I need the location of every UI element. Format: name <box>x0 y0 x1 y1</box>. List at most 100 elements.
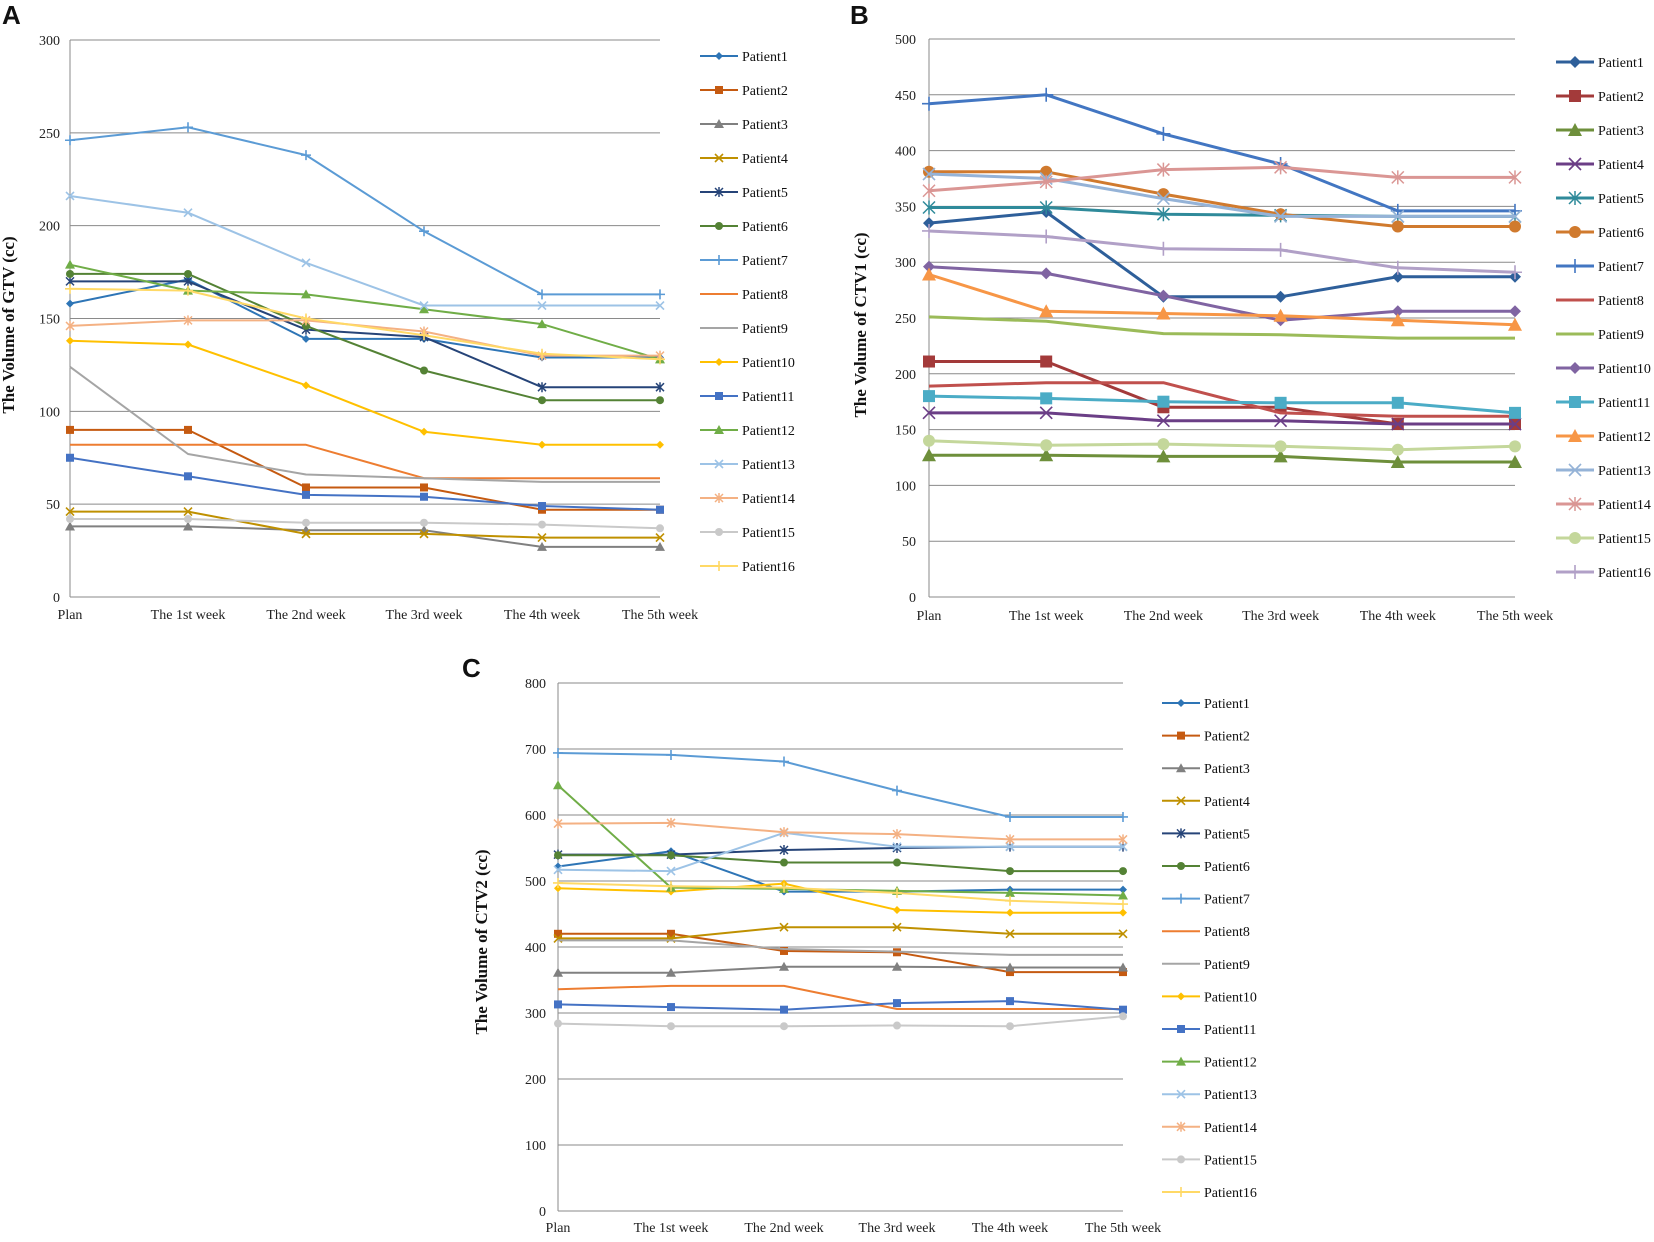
data-point <box>1039 406 1053 420</box>
legend-label: Patient11 <box>742 390 794 405</box>
y-tick-label: 100 <box>895 479 916 494</box>
data-point <box>655 300 665 311</box>
legend-item: Patient16 <box>700 560 795 575</box>
series-line <box>928 265 1515 322</box>
legend-label: Patient15 <box>742 526 795 541</box>
data-point <box>923 165 935 178</box>
data-point <box>537 382 547 393</box>
legend-label: Patient16 <box>1598 566 1651 581</box>
data-point <box>1509 305 1521 318</box>
series-line <box>69 287 661 361</box>
x-tick-label: The 5th week <box>622 608 698 623</box>
data-point <box>554 851 562 860</box>
series-patient2 <box>554 929 1127 977</box>
series-patient13 <box>553 828 1128 876</box>
legend-label: Patient1 <box>1598 56 1644 71</box>
data-point <box>1274 440 1287 453</box>
x-tick-label: The 5th week <box>1477 609 1553 624</box>
series-line <box>70 280 660 389</box>
legend-label: Patient4 <box>742 152 788 167</box>
data-point <box>1274 396 1287 409</box>
legend-marker <box>714 153 724 163</box>
legend-item: Patient1 <box>1556 56 1644 71</box>
panel-letter-b: B <box>850 0 869 30</box>
legend-label: Patient8 <box>1204 925 1250 940</box>
y-tick-label: 50 <box>46 498 60 513</box>
data-point <box>1006 968 1014 977</box>
data-point <box>923 390 935 403</box>
data-point <box>666 817 676 828</box>
data-point <box>184 472 192 481</box>
x-tick-label: The 2nd week <box>744 1221 823 1236</box>
legend-item: Patient3 <box>1162 762 1250 777</box>
y-tick-label: 150 <box>895 424 916 439</box>
data-point <box>184 269 192 278</box>
data-point <box>1039 87 1054 102</box>
series-patient13 <box>65 191 665 311</box>
legend-marker <box>1176 1089 1186 1099</box>
data-point <box>922 267 936 281</box>
legend-item: Patient6 <box>1162 860 1250 875</box>
data-point <box>1039 229 1054 244</box>
data-point <box>553 747 563 758</box>
data-point <box>1509 406 1521 419</box>
data-point <box>779 961 789 971</box>
data-point <box>1005 811 1015 822</box>
data-point <box>1390 313 1405 327</box>
legend-item: Patient5 <box>700 186 788 201</box>
data-point <box>922 183 936 198</box>
legend-label: Patient16 <box>742 560 795 575</box>
series-line <box>70 428 660 511</box>
x-tick-label: The 2nd week <box>266 608 345 623</box>
data-point <box>537 348 547 359</box>
series-line <box>558 939 1123 956</box>
y-tick-label: 300 <box>895 256 916 271</box>
legend-label: Patient9 <box>1204 958 1250 973</box>
data-point <box>1391 417 1405 431</box>
data-point <box>780 858 788 867</box>
legend-marker <box>714 187 724 197</box>
data-point <box>1040 392 1053 405</box>
data-point <box>655 289 665 300</box>
series-line <box>558 965 1123 974</box>
legend-label: Patient7 <box>1204 893 1250 908</box>
series-line <box>70 510 660 539</box>
data-point <box>420 483 428 492</box>
data-point <box>1273 242 1288 257</box>
series-line <box>69 456 661 511</box>
data-point <box>537 300 547 311</box>
data-point <box>183 122 193 133</box>
series-patient15 <box>554 1012 1127 1031</box>
data-point <box>65 320 75 331</box>
x-tick-label: Plan <box>546 1221 571 1236</box>
y-tick-label: 400 <box>525 941 546 956</box>
data-point <box>666 881 676 892</box>
legend-marker <box>1176 828 1186 839</box>
panel-letter-c: C <box>462 653 481 683</box>
data-point <box>1119 1012 1127 1021</box>
legend-item: Patient3 <box>700 118 788 133</box>
legend-label: Patient10 <box>1204 990 1257 1005</box>
data-point <box>1508 265 1522 280</box>
legend-label: Patient13 <box>742 458 795 473</box>
series-line <box>929 170 1515 228</box>
data-point <box>1390 260 1405 275</box>
legend-marker <box>714 459 724 469</box>
legend-marker <box>1177 1025 1185 1033</box>
x-tick-label: The 5th week <box>1085 1221 1161 1236</box>
y-tick-label: 300 <box>525 1007 546 1022</box>
legend: Patient1 Patient2 Patient3 Patient4 Patient5… <box>700 50 795 575</box>
legend-marker <box>1177 731 1185 740</box>
series-line <box>928 229 1516 274</box>
y-tick-label: 200 <box>525 1073 546 1088</box>
data-point <box>66 269 74 278</box>
data-point <box>66 425 74 434</box>
data-point <box>656 440 664 449</box>
legend: Patient1 Patient2 Patient3 Patient4 Patient5… <box>1162 697 1257 1201</box>
legend-item: Patient16 <box>1556 565 1651 581</box>
data-point <box>922 223 936 238</box>
data-point <box>420 492 428 501</box>
data-point <box>65 507 75 517</box>
legend-marker <box>714 561 724 571</box>
series-line <box>558 845 1123 856</box>
